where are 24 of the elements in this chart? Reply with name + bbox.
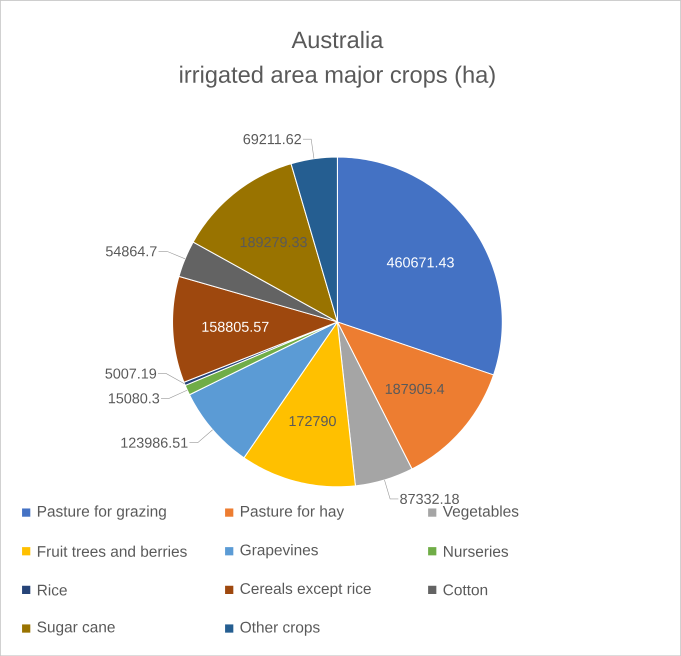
data-label: 54864.7 — [106, 246, 157, 256]
legend-label: Vegetables — [442, 505, 518, 520]
data-label: 123986.51 — [121, 437, 188, 448]
legend-label: Grapevines — [240, 544, 318, 558]
data-label: 158805.57 — [202, 322, 269, 332]
data-label: 15080.3 — [108, 393, 160, 404]
chart-subtitle: irrigated area major crops (ha) — [180, 66, 495, 88]
legend-label: Nurseries — [444, 545, 508, 557]
legend-label: Fruit trees and berries — [38, 545, 187, 557]
data-label: 187905.4 — [386, 384, 444, 394]
chart-title: Australia — [292, 30, 384, 48]
data-label: 172790 — [290, 416, 336, 426]
legend-label: Sugar cane — [37, 621, 115, 636]
data-label: 5007.19 — [105, 368, 156, 379]
legend-label: Other crops — [240, 621, 320, 636]
data-label: 69211.62 — [244, 134, 301, 144]
data-label: 87332.18 — [400, 494, 459, 504]
legend-label: Cereals except rice — [240, 582, 371, 597]
data-label: 460671.43 — [386, 257, 454, 268]
legend-label: Cotton — [444, 584, 488, 596]
data-label: 189279.33 — [240, 236, 307, 248]
legend-label: Pasture for hay — [240, 505, 344, 520]
legend-label: Rice — [38, 584, 67, 596]
legend-label: Pasture for grazing — [38, 505, 166, 520]
